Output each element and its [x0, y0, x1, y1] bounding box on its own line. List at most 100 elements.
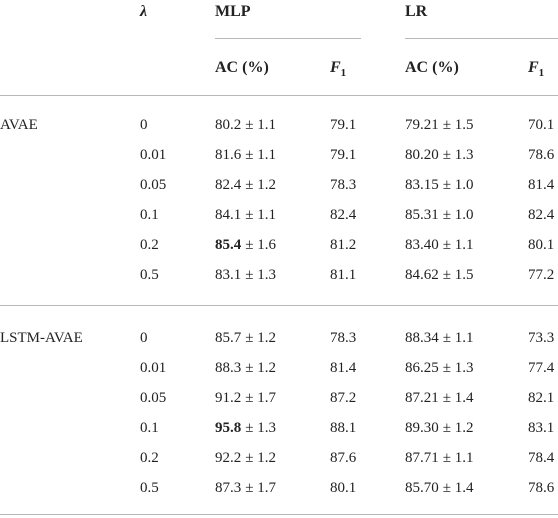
- ac-value: 88.3: [215, 360, 242, 376]
- lr-f1-cell: 70.1: [528, 117, 555, 133]
- lambda-cell: 0.05: [140, 177, 167, 193]
- lambda-cell: 0.05: [140, 390, 167, 406]
- ac-error: ± 1.2: [245, 450, 276, 466]
- mlp-f1-cell: 82.4: [330, 207, 357, 223]
- mlp-ac-cell: 82.4 ± 1.2: [215, 175, 276, 195]
- mlp-f1-cell: 87.6: [330, 450, 357, 466]
- ac-error: ± 1.1: [442, 450, 474, 466]
- lr-ac-cell: 85.70 ± 1.4: [405, 478, 473, 498]
- lr-f1-cell: 81.4: [528, 177, 555, 193]
- ac-value: 85.7: [215, 330, 242, 346]
- lr-f1-cell: 80.1: [528, 237, 555, 253]
- ac-value: 92.2: [215, 450, 242, 466]
- mlp-ac-cell: 80.2 ± 1.1: [215, 115, 276, 135]
- ac-value: 83.40: [405, 237, 439, 253]
- mlp-f1-cell: 79.1: [330, 117, 357, 133]
- lambda-cell: 0.1: [140, 207, 159, 223]
- ac-error: ± 1.2: [245, 330, 276, 346]
- lr-ac-cell: 83.15 ± 1.0: [405, 175, 473, 195]
- lr-ac-cell: 79.21 ± 1.5: [405, 115, 473, 135]
- mlp-ac-cell: 84.1 ± 1.1: [215, 205, 276, 225]
- lr-ac-cell: 80.20 ± 1.3: [405, 145, 473, 165]
- lr-ac-cell: 86.25 ± 1.3: [405, 358, 473, 378]
- ac-error: ± 1.4: [442, 480, 474, 496]
- header-rule: [0, 95, 558, 96]
- lambda-cell: 0: [140, 117, 148, 133]
- mlp-ac-cell: 88.3 ± 1.2: [215, 358, 276, 378]
- lambda-cell: 0.01: [140, 360, 167, 376]
- lambda-cell: 0.5: [140, 267, 159, 283]
- mlp-f1-cell: 78.3: [330, 177, 357, 193]
- lr-f1-cell: 82.1: [528, 390, 555, 406]
- mlp-ac-cell: 95.8 ± 1.3: [215, 418, 276, 438]
- ac-error: ± 1.1: [245, 117, 276, 133]
- mlp-f1-cell: 81.1: [330, 267, 357, 283]
- ac-value: 88.34: [405, 330, 439, 346]
- lr-ac-cell: 83.40 ± 1.1: [405, 235, 473, 255]
- ac-value: 85.70: [405, 480, 439, 496]
- group-label: AVAE: [0, 117, 38, 133]
- lambda-cell: 0.2: [140, 237, 159, 253]
- ac-error: ± 1.1: [442, 330, 474, 346]
- ac-error: ± 1.0: [442, 177, 474, 193]
- ac-error: ± 1.2: [245, 177, 276, 193]
- mlp-ac-cell: 83.1 ± 1.3: [215, 265, 276, 285]
- ac-error: ± 1.0: [442, 207, 474, 223]
- sub-header: AC (%): [215, 59, 269, 76]
- ac-value: 87.71: [405, 450, 439, 466]
- ac-value: 81.6: [215, 147, 242, 163]
- ac-value: 89.30: [405, 420, 439, 436]
- lambda-cell: 0.2: [140, 450, 159, 466]
- mlp-ac-cell: 92.2 ± 1.2: [215, 448, 276, 468]
- ac-error: ± 1.2: [442, 420, 474, 436]
- ac-error: ± 1.2: [245, 360, 276, 376]
- ac-error: ± 1.1: [245, 147, 276, 163]
- ac-error: ± 1.7: [245, 480, 276, 496]
- ac-value: 84.62: [405, 267, 439, 283]
- mlp-header: MLP: [215, 3, 251, 20]
- lr-f1-cell: 78.6: [528, 480, 555, 496]
- lr-header: LR: [405, 3, 428, 20]
- ac-error: ± 1.3: [245, 267, 276, 283]
- mlp-f1-cell: 80.1: [330, 480, 357, 496]
- lr-ac-cell: 88.34 ± 1.1: [405, 328, 473, 348]
- mlp-ac-cell: 91.2 ± 1.7: [215, 388, 276, 408]
- mlp-ac-cell: 81.6 ± 1.1: [215, 145, 276, 165]
- lr-ac-cell: 84.62 ± 1.5: [405, 265, 473, 285]
- lr-ac-cell: 87.21 ± 1.4: [405, 388, 473, 408]
- ac-value: 87.3: [215, 480, 242, 496]
- lr-rule: [405, 38, 558, 39]
- ac-error: ± 1.6: [245, 237, 276, 253]
- f1-header: F1: [330, 58, 346, 83]
- group-rule: [0, 305, 558, 306]
- lr-f1-cell: 83.1: [528, 420, 555, 436]
- ac-value: 84.1: [215, 207, 242, 223]
- lr-f1-cell: 77.2: [528, 267, 555, 283]
- ac-value: 85.31: [405, 207, 439, 223]
- lr-f1-cell: 77.4: [528, 360, 555, 376]
- ac-value: 79.21: [405, 117, 439, 133]
- ac-value: 86.25: [405, 360, 439, 376]
- lambda-cell: 0.01: [140, 147, 167, 163]
- f1-symbol: F: [528, 59, 539, 76]
- lr-f1-cell: 78.4: [528, 450, 555, 466]
- ac-error: ± 1.4: [442, 390, 474, 406]
- f1-subscript: 1: [538, 67, 545, 80]
- ac-value: 83.1: [215, 267, 242, 283]
- lr-f1-cell: 73.3: [528, 330, 555, 346]
- mlp-f1-cell: 81.4: [330, 360, 357, 376]
- group-label: LSTM-AVAE: [0, 330, 83, 346]
- f1-symbol: F: [330, 59, 341, 76]
- ac-value: 80.20: [405, 147, 439, 163]
- ac-error: ± 1.7: [245, 390, 276, 406]
- lr-ac-cell: 89.30 ± 1.2: [405, 418, 473, 438]
- mlp-f1-cell: 88.1: [330, 420, 357, 436]
- mlp-ac-cell: 85.4 ± 1.6: [215, 235, 276, 255]
- ac-error: ± 1.3: [442, 147, 474, 163]
- f1-subscript: 1: [340, 67, 347, 80]
- mlp-f1-cell: 87.2: [330, 390, 357, 406]
- mlp-f1-cell: 79.1: [330, 147, 357, 163]
- lr-f1-cell: 82.4: [528, 207, 555, 223]
- ac-value: 83.15: [405, 177, 439, 193]
- bottom-rule: [0, 514, 558, 515]
